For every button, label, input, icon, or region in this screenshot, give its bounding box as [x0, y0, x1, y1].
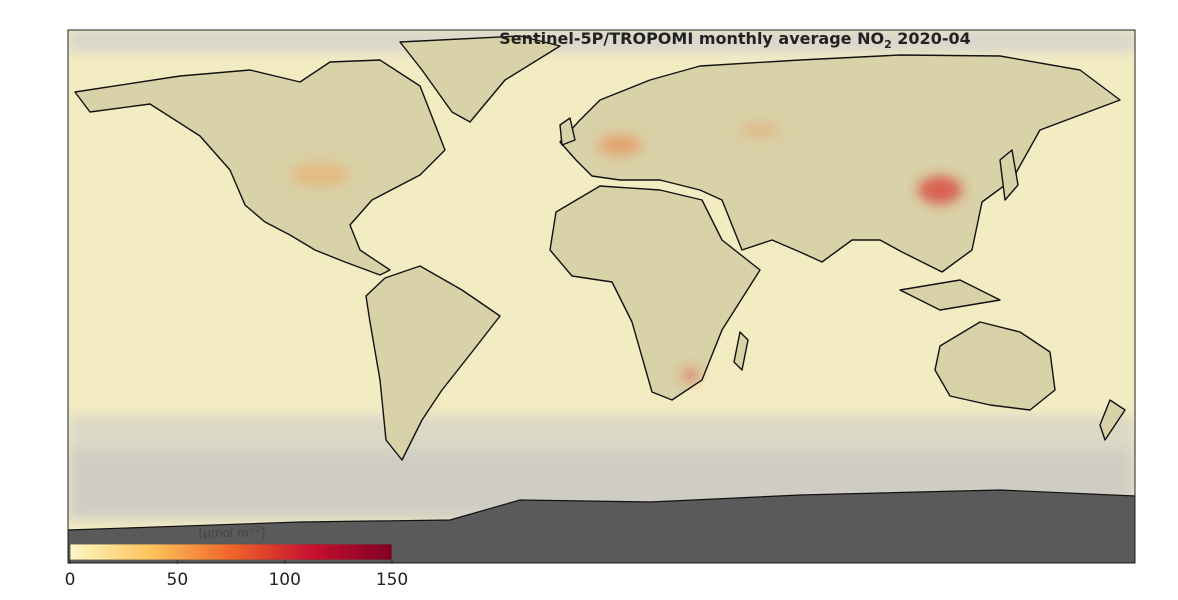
title-subscript: 2 [884, 38, 892, 51]
title-text: Sentinel-5P/TROPOMI monthly average NO [499, 29, 884, 48]
colorbar [69, 543, 393, 561]
tick-label: 0 [65, 570, 76, 590]
tick-label: 100 [268, 570, 300, 590]
tick-label: 50 [167, 570, 189, 590]
map-frame [67, 29, 1136, 564]
colorbar-label: [μmol m−2] [199, 525, 266, 540]
map-area [68, 30, 1135, 563]
cloud-bands [68, 30, 1135, 520]
colorbar-ticks: 0 50 100 150 [65, 560, 408, 590]
title-text: 2020-04 [892, 29, 971, 48]
continents [74, 35, 1126, 461]
tick-label: 150 [376, 570, 408, 590]
map-title: Sentinel-5P/TROPOMI monthly average NO2 … [499, 29, 970, 51]
label-superscript: −2 [249, 525, 261, 534]
label-text: [μmol m [199, 526, 249, 540]
label-text: ] [261, 526, 266, 540]
no2-hotspots [290, 124, 962, 381]
